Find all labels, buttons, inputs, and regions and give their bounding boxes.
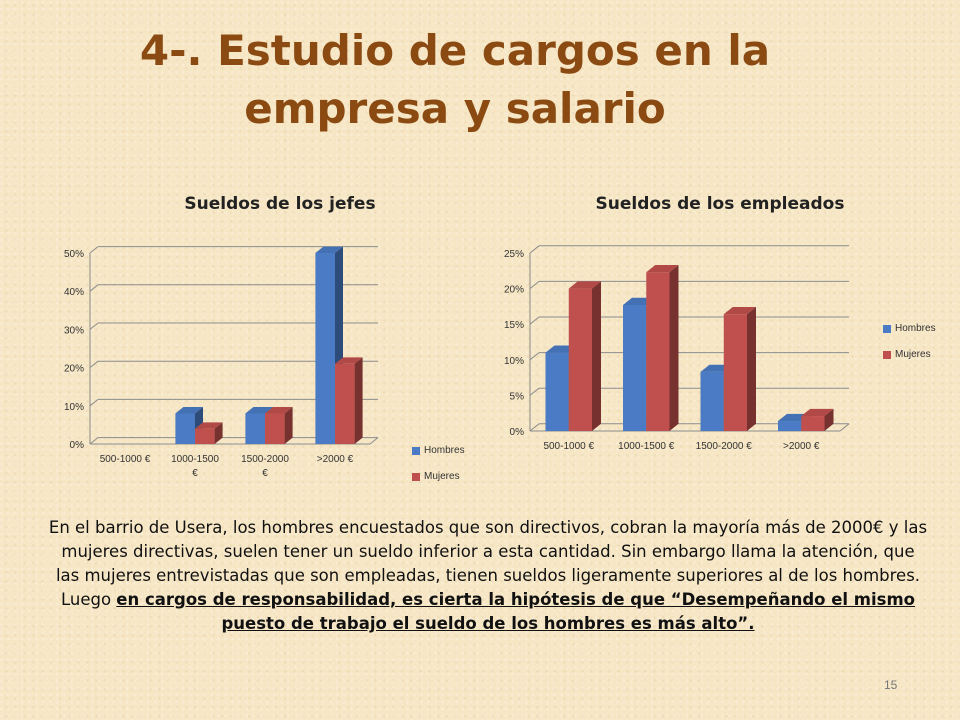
gridline-depth (89, 284, 99, 292)
bar-front (801, 416, 825, 431)
bar-top (646, 265, 679, 273)
bar-top (175, 407, 203, 414)
bar-front (315, 253, 335, 444)
bar-front (545, 352, 569, 431)
legend-swatch-mujeres (412, 472, 420, 481)
y-tick-label: 0% (510, 427, 525, 438)
bar-side (354, 357, 363, 444)
bar-front (778, 421, 802, 431)
y-tick-label: 50% (64, 249, 84, 260)
y-tick-label: 20% (64, 364, 84, 375)
legend-jefes: Hombres Mujeres (412, 445, 465, 497)
x-tick-label: 1000-1500 € (618, 441, 675, 452)
bar-side (214, 422, 223, 444)
x-tick-label: € (192, 468, 198, 479)
floor-edge (839, 423, 850, 432)
conclusion-text: En el barrio de Usera, los hombres encue… (48, 518, 928, 609)
bar-side (747, 307, 756, 431)
x-tick-label: 1500-2000 € (696, 441, 753, 452)
legend-item-hombres: Hombres (883, 323, 936, 334)
gridline-depth (529, 352, 540, 361)
x-tick-label: >2000 € (317, 454, 354, 465)
chart-empleados: 0% 5% 10% 15% 20% 25% 500-1000 € 1000-1500 € 150… (504, 245, 850, 452)
gridline-depth (529, 281, 540, 289)
bar-top (195, 422, 223, 429)
legend-item-mujeres: Mujeres (412, 471, 465, 482)
legend-label-hombres: Hombres (424, 445, 465, 456)
page-number: 15 (884, 678, 898, 692)
bar-top (801, 408, 834, 417)
gridline-depth (89, 399, 99, 407)
bar-front (175, 413, 195, 444)
y-tick-label: 30% (64, 325, 84, 336)
gridline-depth (89, 322, 99, 330)
bar-front (723, 314, 747, 431)
bar-top (315, 246, 343, 253)
bar-front (195, 428, 215, 444)
bar-front (700, 371, 724, 431)
gridline-depth (89, 437, 99, 445)
gridline-depth (89, 246, 99, 254)
conclusion-paragraph: En el barrio de Usera, los hombres encue… (48, 516, 928, 636)
y-tick-label: 15% (504, 320, 524, 331)
bar-front (245, 413, 265, 444)
slide-title-line-1: 4-. Estudio de cargos en la (139, 26, 771, 75)
legend-swatch-hombres (883, 324, 891, 333)
bar-side (824, 408, 834, 431)
floor-edge (369, 437, 379, 445)
legend-swatch-hombres (412, 446, 420, 455)
gridline-depth (529, 245, 540, 254)
x-tick-label: 1000-1500 (171, 454, 219, 465)
bar-front (335, 363, 355, 444)
y-tick-label: 5% (510, 391, 525, 402)
slide-title: 4-. Estudio de cargos en la empresa y sa… (60, 22, 850, 138)
bar-top (723, 307, 756, 315)
legend-empleados: Hombres Mujeres (883, 323, 936, 375)
bar-front (265, 413, 285, 444)
y-tick-label: 25% (504, 249, 524, 260)
x-tick-label: 500-1000 € (543, 441, 594, 452)
bar-top (568, 281, 601, 289)
legend-item-mujeres: Mujeres (883, 349, 936, 360)
x-tick-label: >2000 € (783, 441, 820, 452)
chart-jefes: 0% 10% 20% 30% 40% 50% 500-1000 € 1000-1500 €150… (64, 246, 379, 479)
gridline-depth (89, 360, 99, 368)
legend-label-hombres: Hombres (895, 323, 936, 334)
y-tick-label: 10% (64, 402, 84, 413)
legend-label-mujeres: Mujeres (895, 349, 931, 360)
legend-swatch-mujeres (883, 350, 891, 359)
slide-title-line-2: empresa y salario (244, 84, 666, 133)
gridline-depth (529, 316, 540, 325)
chart-title-empleados: Sueldos de los empleados (595, 194, 845, 214)
bar-side (592, 281, 601, 431)
conclusion-emphasis: en cargos de responsabilidad, es cierta … (116, 590, 916, 633)
y-tick-label: 0% (70, 440, 85, 451)
bar-side (669, 265, 679, 431)
bar-front (568, 288, 592, 431)
legend-item-hombres: Hombres (412, 445, 465, 456)
x-tick-label: 1500-2000 (241, 454, 289, 465)
gridline-depth (529, 423, 540, 432)
gridline-depth (529, 387, 540, 396)
x-tick-label: 500-1000 € (100, 454, 151, 465)
x-tick-label: € (262, 468, 268, 479)
bar-front (646, 272, 670, 431)
y-tick-label: 20% (504, 285, 524, 296)
bar-top (265, 407, 293, 414)
bar-top (245, 407, 273, 414)
y-tick-label: 40% (64, 287, 84, 298)
bar-side (284, 407, 293, 444)
bar-top (335, 357, 363, 364)
legend-label-mujeres: Mujeres (424, 471, 460, 482)
bar-front (623, 304, 647, 431)
chart-title-jefes: Sueldos de los jefes (184, 194, 376, 214)
y-tick-label: 10% (504, 356, 524, 367)
